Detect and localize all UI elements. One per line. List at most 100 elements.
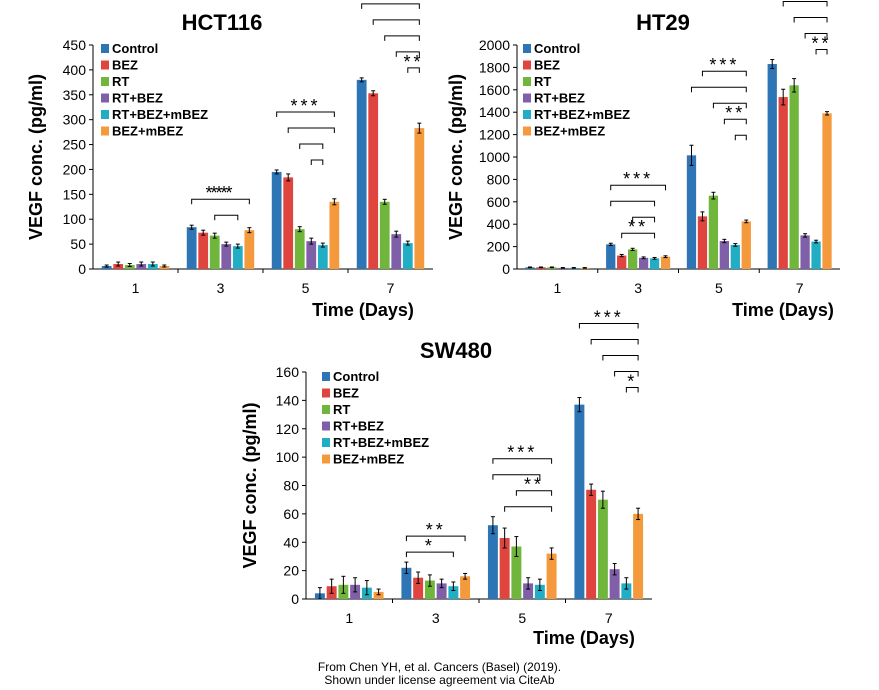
bar-bez-day-7 — [586, 489, 597, 599]
bar-rt-day-7 — [597, 499, 608, 599]
bar-rt-bez-day-7 — [609, 569, 620, 599]
chart-ht29: HT29 0 200 400 600 800 1000 1200 1400 1600 1800 200… — [446, 1, 840, 320]
significance-bracket — [701, 70, 747, 77]
x-tick-label: 3 — [432, 610, 440, 626]
bar-rt-bez-day-3 — [436, 583, 447, 599]
significance-label: *** — [205, 183, 235, 203]
significance-label: ** — [812, 34, 832, 54]
legend-swatch-rt — [322, 405, 330, 414]
significance-label: *** — [709, 55, 739, 75]
significance-bracket — [610, 200, 656, 207]
bar-rt-bez-day-7 — [800, 235, 810, 269]
bar-bez-mbez-day-5 — [329, 201, 340, 269]
y-tick-label: 0 — [502, 261, 510, 277]
significance-label: ** — [725, 103, 745, 123]
significance-bracket — [723, 118, 747, 125]
x-axis-label: Time (Days) — [732, 300, 834, 320]
bar-rt-day-5 — [294, 229, 305, 269]
bar-rt-bez-mbez-day-7 — [811, 241, 821, 269]
x-tick-label: 3 — [217, 280, 225, 296]
y-tick-label: 2000 — [479, 37, 510, 53]
bar-bez-day-3 — [198, 232, 209, 269]
significance-bracket — [734, 134, 747, 141]
legend-swatch-rt-bez-mbez — [101, 110, 109, 119]
legend-label: RT — [333, 402, 350, 417]
bar-rt-bez-day-5 — [306, 241, 317, 269]
y-tick-label: 1200 — [479, 127, 510, 143]
significance-label: * — [627, 372, 637, 392]
bar-bez-day-5 — [697, 216, 708, 269]
x-tick-label: 7 — [796, 280, 804, 296]
legend-swatch-bez — [101, 60, 109, 70]
caption-line-2: Shown under license agreement via CiteAb — [324, 673, 555, 687]
significance-bracket — [407, 67, 420, 73]
y-tick-label: 0 — [291, 591, 299, 607]
legend-label: RT+BEZ+mBEZ — [112, 107, 208, 122]
legend-label: Control — [534, 41, 580, 56]
y-tick-label: 800 — [487, 171, 511, 187]
bar-bez-day-5 — [283, 177, 294, 269]
significance-bracket — [804, 33, 828, 39]
y-tick-label: 300 — [63, 112, 87, 128]
x-axis-label: Time (Days) — [312, 300, 414, 320]
bar-control-day-5 — [271, 171, 282, 269]
bar-rt-day-1 — [547, 267, 557, 269]
significance-bracket — [492, 458, 553, 464]
bar-bez-day-7 — [368, 93, 379, 269]
chart-title: HT29 — [636, 10, 690, 35]
legend-label: RT — [112, 74, 129, 89]
y-tick-label: 120 — [276, 421, 300, 437]
significance-label: ** — [210, 183, 230, 203]
y-tick-label: 20 — [283, 563, 299, 579]
legend-swatch-rt-bez — [322, 421, 330, 431]
bar-control-day-1 — [525, 267, 535, 269]
y-tick-label: 160 — [276, 364, 300, 380]
significance-bracket — [405, 535, 466, 542]
legend-label: Control — [112, 41, 158, 56]
bar-bez-mbez-day-7 — [822, 113, 832, 269]
y-tick-label: 350 — [63, 87, 87, 103]
y-axis-label: VEGF conc. (pg/ml) — [446, 74, 466, 240]
significance-label: *** — [623, 169, 653, 189]
significance-label: *** — [594, 308, 624, 328]
chart-title: SW480 — [420, 338, 492, 363]
caption-line-1: From Chen YH, et al. Cancers (Basel) (20… — [317, 660, 562, 674]
y-axis-label: VEGF conc. (pg/ml) — [26, 74, 46, 240]
bar-rt-bez-day-3 — [638, 257, 649, 269]
bar-rt-day-7 — [379, 201, 390, 269]
y-tick-label: 100 — [276, 449, 300, 465]
x-tick-label: 5 — [302, 280, 310, 296]
significance-bracket — [515, 490, 553, 496]
significance-bracket — [632, 216, 656, 223]
bar-rt-bez-day-5 — [523, 583, 534, 599]
y-tick-label: 40 — [283, 534, 299, 550]
legend-label: BEZ+mBEZ — [333, 452, 404, 467]
bar-bez-mbez-day-7 — [414, 128, 425, 269]
legend-swatch-rt-bez-mbez — [322, 438, 330, 447]
bar-rt-day-5 — [511, 546, 522, 599]
bar-control-day-7 — [767, 64, 777, 269]
bar-rt-bez-mbez-day-3 — [649, 258, 660, 269]
y-tick-label: 400 — [487, 216, 511, 232]
y-tick-label: 60 — [283, 506, 299, 522]
x-axis-label: Time (Days) — [533, 628, 635, 648]
significance-bracket — [504, 506, 553, 512]
legend-swatch-control — [101, 44, 109, 53]
x-tick-label: 1 — [553, 280, 561, 296]
bar-rt-bez-day-5 — [719, 241, 729, 269]
legend-label: BEZ — [534, 58, 560, 73]
y-tick-label: 200 — [487, 239, 511, 255]
significance-bracket — [614, 371, 639, 377]
bar-control-day-3 — [401, 567, 412, 599]
legend-label: BEZ — [112, 58, 138, 73]
significance-bracket — [610, 184, 667, 191]
y-tick-label: 450 — [63, 37, 87, 53]
significance-bracket — [492, 474, 541, 480]
y-tick-label: 250 — [63, 137, 87, 153]
y-tick-label: 600 — [487, 194, 511, 210]
y-tick-label: 100 — [63, 211, 87, 227]
y-tick-label: 1000 — [479, 149, 510, 165]
y-tick-label: 0 — [78, 261, 86, 277]
legend-label: BEZ+mBEZ — [112, 124, 183, 139]
